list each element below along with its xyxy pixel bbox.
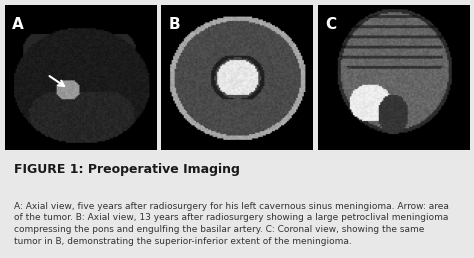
Text: A: Axial view, five years after radiosurgery for his left cavernous sinus mening: A: Axial view, five years after radiosur…: [14, 202, 449, 246]
Text: FIGURE 1: Preoperative Imaging: FIGURE 1: Preoperative Imaging: [14, 163, 240, 176]
Text: A: A: [12, 17, 24, 32]
Text: C: C: [325, 17, 336, 32]
Text: B: B: [169, 17, 181, 32]
